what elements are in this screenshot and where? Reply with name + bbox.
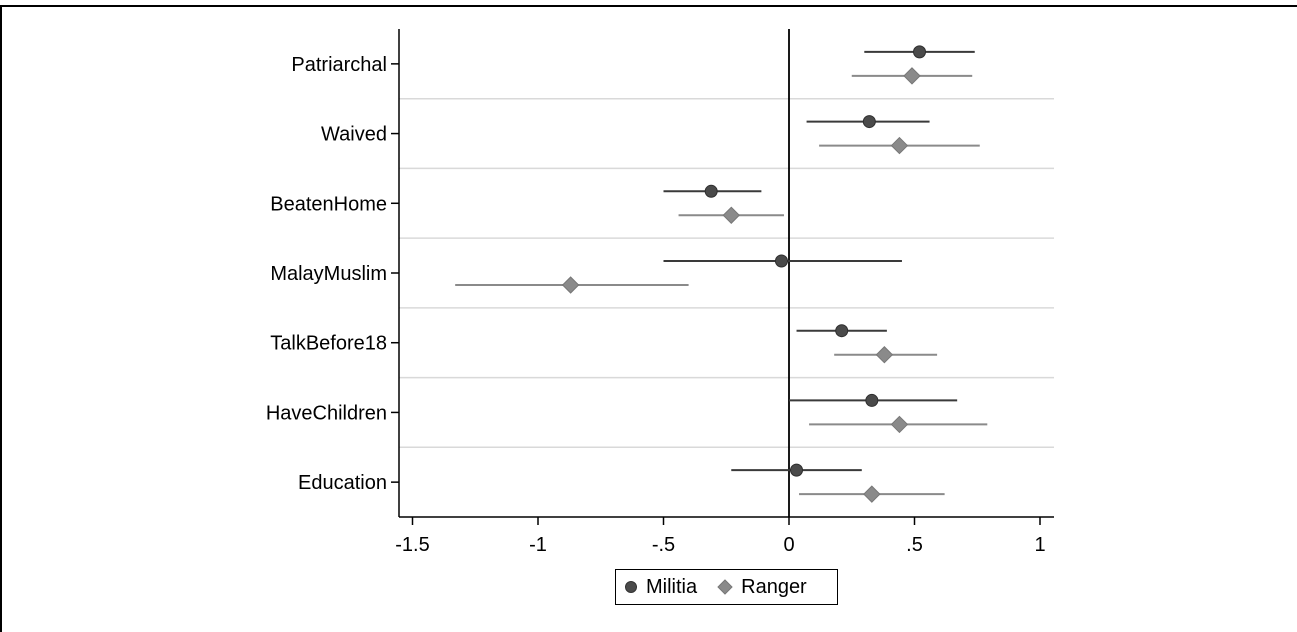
x-tick-label: 1	[1034, 534, 1045, 556]
y-tick-label: Waived	[321, 124, 387, 146]
y-tick-label: TalkBefore18	[270, 333, 387, 355]
militia-point	[862, 115, 876, 129]
ranger-point	[903, 67, 921, 85]
diamond-marker-icon	[717, 579, 733, 595]
y-tick-label: HaveChildren	[266, 402, 387, 424]
militia-point	[704, 184, 718, 198]
axes	[391, 29, 1054, 525]
point-estimates	[561, 45, 927, 503]
y-tick-label: Patriarchal	[291, 54, 387, 76]
x-tick-label: -1.5	[395, 534, 429, 556]
y-tick-label: BeatenHome	[270, 193, 387, 215]
x-tick-label: -1	[529, 534, 547, 556]
x-tick-labels: -1.5 -1 -.5 0 .5 1	[395, 534, 1045, 556]
x-tick-label: 0	[783, 534, 794, 556]
x-tick-label: .5	[906, 534, 923, 556]
legend-label-militia: Militia	[646, 575, 698, 598]
legend-item-ranger: Ranger	[717, 576, 807, 599]
militia-point	[790, 463, 804, 477]
y-tick-labels: Patriarchal Waived BeatenHome MalayMuslim Ta…	[266, 54, 387, 494]
gridlines	[399, 97, 1054, 449]
legend: Militia Ranger	[615, 569, 838, 605]
ranger-point	[561, 276, 580, 294]
ranger-point	[875, 346, 894, 364]
ranger-point	[863, 485, 881, 503]
ranger-point	[722, 206, 740, 224]
legend-label-ranger: Ranger	[741, 575, 807, 598]
ranger-point	[890, 136, 909, 155]
militia-point	[913, 45, 927, 59]
militia-point	[865, 393, 879, 407]
x-tick-label: -.5	[652, 534, 675, 556]
militia-point	[774, 254, 788, 268]
militia-point	[835, 324, 849, 338]
y-tick-label: MalayMuslim	[270, 263, 387, 285]
y-tick-label: Education	[298, 472, 387, 494]
ranger-point	[890, 415, 909, 434]
circle-marker-icon	[625, 581, 637, 593]
confidence-intervals	[455, 50, 988, 496]
legend-item-militia: Militia	[624, 576, 697, 599]
